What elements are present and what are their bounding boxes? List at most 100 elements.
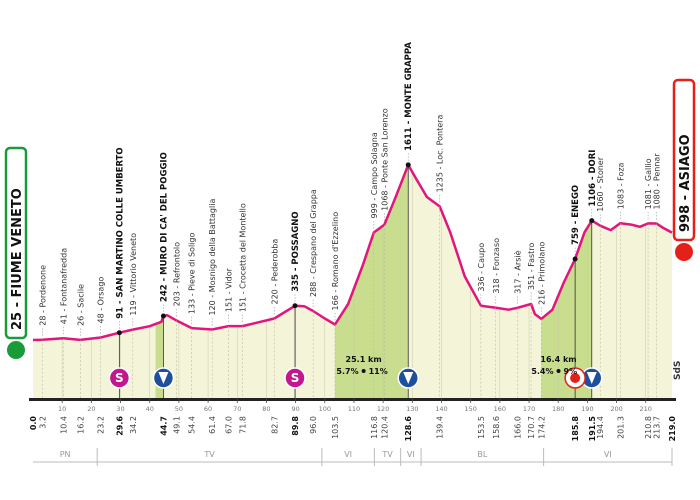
waypoint-label: 120 - Mosnigo della Battaglia (208, 199, 217, 316)
waypoint-km: 61.4 (208, 416, 217, 434)
waypoint-label: 336 - Caupo (477, 243, 486, 292)
x-tick-label: 50 (175, 405, 183, 413)
waypoint-label: 1060 - Stoner (596, 156, 605, 211)
waypoint-label: 1080 - Pennar (653, 153, 662, 210)
waypoint-label: 318 - Fonzaso (492, 238, 501, 294)
waypoint-dot (589, 218, 595, 224)
climb-max: 11% (369, 367, 388, 376)
finish-label: 998 - ASIAGO (678, 134, 693, 232)
finish-km: 219.0 (668, 416, 677, 442)
region-label: BL (477, 450, 487, 459)
region-label: PN (60, 450, 71, 459)
sprint-symbol: S (115, 371, 124, 385)
climb-length: 25.1 km (346, 355, 382, 364)
x-tick-label: 80 (262, 405, 270, 413)
waypoint-label: 335 - POSSAGNO (291, 211, 301, 291)
climb-length: 16.4 km (540, 355, 576, 364)
climb-avg: 5.7% (336, 367, 358, 376)
waypoint-km: 67.0 (224, 416, 233, 434)
finish-badge (675, 243, 693, 261)
x-tick-label: 170 (523, 405, 535, 413)
waypoint-dot (405, 162, 411, 168)
waypoint-label: 317 - Arsiè (512, 250, 522, 293)
waypoint-km: 194.4 (596, 416, 605, 439)
waypoint-label: 28 - Pordenone (38, 265, 47, 326)
waypoint-label: 48 - Orsago (97, 277, 106, 324)
waypoint-km: 44.7 (159, 416, 168, 436)
waypoint-label: 216 - Primolano (537, 242, 546, 305)
waypoint-km: 201.3 (616, 416, 625, 439)
climb-avg: 5.4% (531, 367, 553, 376)
waypoint-km: 158.6 (492, 416, 501, 439)
waypoint-label: 166 - Romano d'Ezzelino (331, 212, 340, 311)
x-tick-label: 60 (204, 405, 212, 413)
climb-sep (556, 369, 561, 373)
waypoint-km: 153.5 (477, 416, 486, 439)
waypoint-label: 203 - Refrontolo (172, 242, 181, 307)
x-tick-label: 190 (581, 405, 593, 413)
bonus-symbol (570, 373, 581, 383)
waypoint-label: 220 - Pederobba (270, 239, 279, 305)
x-tick-label: 20 (87, 405, 95, 413)
start-box (4, 146, 28, 340)
region-label: VI (604, 450, 612, 459)
climb-sep (361, 369, 366, 373)
waypoint-km: 3.2 (38, 416, 47, 429)
start-label: 25 - FIUME VENETO (10, 188, 25, 330)
waypoint-label: 759 - ENEGO (571, 185, 581, 245)
waypoint-label: 26 - Sacile (76, 284, 85, 326)
waypoint-km: 139.4 (436, 416, 445, 439)
waypoint-dot (292, 303, 298, 309)
waypoint-label: 1106 - DORI (588, 150, 598, 207)
waypoint-dot (160, 313, 166, 319)
kom-symbol (403, 372, 414, 384)
waypoint-label: 151 - Crocetta del Montello (238, 203, 247, 312)
region-label: VI (407, 450, 415, 459)
waypoint-label: 351 - Fastro (527, 243, 536, 290)
waypoint-label: 1611 - MONTE GRAPPA (404, 42, 414, 151)
waypoint-dot (572, 256, 578, 262)
waypoint-label: 288 - Crespano del Grappa (309, 189, 318, 297)
waypoint-km: 49.1 (172, 416, 181, 434)
x-tick-label: 70 (233, 405, 241, 413)
waypoint-label: 119 - Vittorio Veneto (129, 233, 138, 316)
waypoint-km: 170.7 (527, 416, 536, 439)
waypoint-label: 242 - MURO DI CA' DEL POGGIO (159, 152, 169, 302)
waypoint-label: 999 - Campo Solagna (370, 132, 379, 218)
sprint-symbol: S (291, 371, 300, 385)
waypoint-km: 116.8 (370, 416, 379, 439)
side-note: SdS (673, 361, 683, 380)
waypoint-label: 1083 - Foza (616, 162, 625, 209)
sprint-icon (108, 367, 131, 389)
waypoint-km: 54.4 (188, 416, 197, 434)
x-tick-label: 120 (377, 405, 389, 413)
waypoint-km: 185.8 (571, 416, 580, 442)
waypoint-label: 133 - Pieve di Soligo (188, 233, 197, 315)
x-tick-label: 30 (116, 405, 124, 413)
waypoint-km: 23.2 (97, 416, 106, 434)
region-label: TV (381, 450, 393, 459)
start-km: 0.0 (29, 416, 38, 431)
finish-box (672, 78, 696, 242)
waypoint-km: 166.0 (513, 416, 522, 439)
waypoint-km: 16.2 (76, 416, 85, 434)
region-label: TV (203, 450, 215, 459)
waypoint-km: 10.4 (59, 416, 68, 434)
x-tick-label: 130 (406, 405, 418, 413)
waypoint-km: 120.4 (380, 416, 389, 439)
waypoint-km: 103.5 (331, 416, 340, 439)
x-tick-label: 180 (552, 405, 564, 413)
waypoint-label: 1081 - Gallio (644, 158, 653, 209)
x-tick-label: 150 (464, 405, 476, 413)
start-badge (7, 341, 25, 359)
waypoint-dot (116, 330, 122, 336)
sprint-icon (284, 367, 306, 389)
waypoint-km: 96.0 (309, 416, 318, 434)
x-tick-label: 100 (319, 405, 331, 413)
waypoint-km: 174.2 (537, 416, 546, 439)
x-tick-label: 10 (58, 405, 66, 413)
waypoint-label: 91 - SAN MARTINO COLLE UMBERTO (115, 147, 125, 318)
x-tick-label: 40 (146, 405, 154, 413)
waypoint-km: 29.6 (115, 416, 124, 436)
